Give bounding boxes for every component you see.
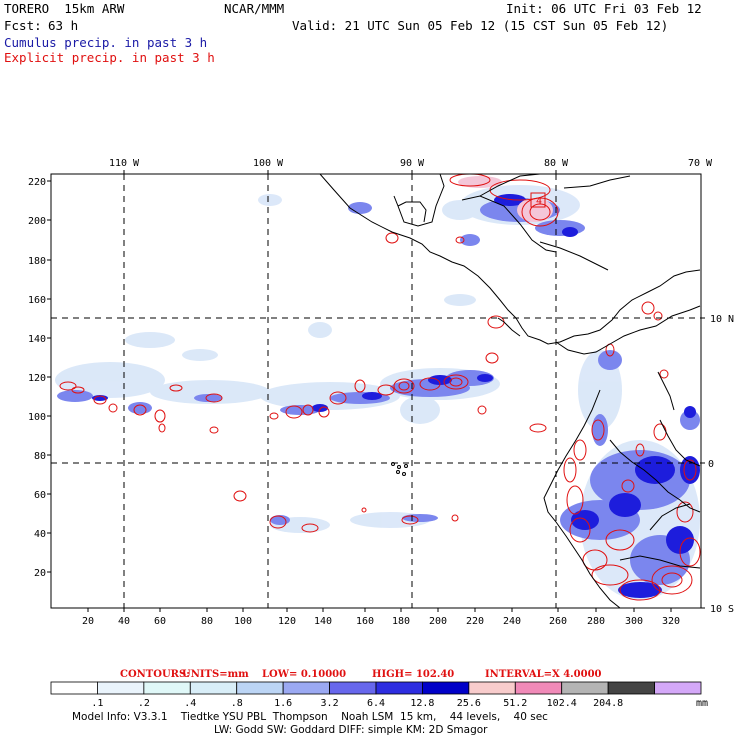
x-tick-label: 60 [154,616,166,627]
x-tick-label: 100 [234,616,252,627]
x-tick-label: 120 [278,616,296,627]
colorbar-label: .4 [184,698,196,709]
colorbar-swatch [143,681,191,695]
contours-label: CONTOURS: [120,669,190,680]
y-tick-label: 140 [28,334,46,345]
x-tick-label: 80 [201,616,213,627]
x-tick-label: 260 [549,616,567,627]
colorbar-label: 102.4 [547,698,577,709]
x-tick-label: 240 [503,616,521,627]
colorbar-swatch [514,681,563,695]
x-tick-label: 200 [429,616,447,627]
colorbar-swatch [468,681,516,695]
lat-lon-gridlines [51,174,701,608]
y-tick-label: 80 [34,451,46,462]
y-tick-label: 20 [34,568,46,579]
map-body: 4 [51,174,701,608]
colorbar-swatch [422,681,470,695]
y-tick-label: 60 [34,490,46,501]
lon-label-110w: 110 W [109,158,140,169]
forecast-label: Fcst: [4,18,42,33]
y-tick-label: 200 [28,216,46,227]
x-index-ticks [87,608,672,612]
coastlines [319,174,701,608]
right-ticks [701,317,705,609]
colorbar [50,681,702,695]
explicit-heavy-field [458,176,553,222]
map-frame [50,173,702,609]
colorbar-swatch [607,681,655,695]
valid-time: Valid: 21 UTC Sun 05 Feb 12 (15 CST Sun … [292,18,669,33]
x-tick-label: 140 [314,616,332,627]
colorbar-swatch [282,681,330,695]
contours-high: HIGH= 102.40 [372,669,454,680]
x-tick-label: 280 [587,616,605,627]
lat-label-10s: 10 S [710,604,734,615]
colorbar-label: .1 [91,698,103,709]
longitude-labels: 110 W 100 W 90 W 80 W 70 W [109,158,713,169]
colorbar-swatch [50,681,98,695]
lon-label-100w: 100 W [253,158,284,169]
colorbar-labels: .1 .2 .4 .8 1.6 3.2 6.4 12.8 25.6 51.2 102.4 204.8 [91,698,623,709]
y-tick-label: 160 [28,295,46,306]
y-index-ticks [47,180,51,573]
colorbar-label: 25.6 [457,698,481,709]
colorbar-swatch [189,681,238,695]
colorbar-label: 12.8 [410,698,434,709]
x-tick-label: 40 [118,616,130,627]
y-tick-label: 120 [28,373,46,384]
contour-label: 4 [536,196,542,207]
colorbar-swatch [375,681,423,695]
lon-label-80w: 80 W [544,158,569,169]
y-tick-label: 100 [28,412,46,423]
init-time: Init: 06 UTC Fri 03 Feb 12 [506,1,702,16]
top-ticks [123,170,557,174]
colorbar-swatch [561,681,609,695]
contours-units: UNITS=mm [182,669,249,680]
model-info: Model Info: V3.3.1 Tiedtke YSU PBL Thomp… [72,711,548,723]
lon-label-70w: 70 W [688,158,713,169]
cumulus-precip-title: Cumulus precip. in past 3 h [4,35,208,50]
x-tick-label: 20 [82,616,94,627]
colorbar-label: .8 [231,698,243,709]
y-tick-label: 220 [28,177,46,188]
colorbar-unit: mm [696,698,708,709]
colorbar-label: 204.8 [593,698,623,709]
model-name: TORERO 15km ARW [4,1,125,16]
colorbar-label: 51.2 [503,698,527,709]
lat-label-0: 0 [708,459,714,470]
contours-low: LOW= 0.10000 [262,669,346,680]
contours-interval: INTERVAL=X 4.0000 [485,669,602,680]
x-tick-label: 300 [625,616,643,627]
y-tick-label: 180 [28,256,46,267]
y-index-labels: 220 200 180 160 140 120 100 80 60 40 20 [28,177,46,579]
forecast-hour: 63 h [48,18,79,33]
explicit-precip-title: Explicit precip. in past 3 h [4,50,215,65]
colorbar-swatch [654,681,702,695]
x-tick-label: 220 [466,616,484,627]
center-name: NCAR/MMM [224,1,285,16]
colorbar-swatch [236,681,284,695]
colorbar-label: 1.6 [274,698,292,709]
colorbar-swatch [97,681,145,695]
x-tick-label: 160 [356,616,374,627]
lat-label-10n: 10 N [710,314,734,325]
colorbar-label: .2 [138,698,150,709]
model-physics: LW: Godd SW: Goddard DIFF: simple KM: 2D… [214,724,488,736]
x-tick-label: 320 [662,616,680,627]
cumulus-heavy-field [92,194,700,598]
x-index-labels: 20 40 60 80 100 120 140 160 180 200 220 … [82,616,680,627]
explicit-contours [59,174,701,601]
lon-label-90w: 90 W [400,158,425,169]
contours-info: CONTOURS: UNITS=mm LOW= 0.10000 HIGH= 10… [120,669,602,680]
colorbar-swatch [329,681,377,695]
colorbar-label: 3.2 [321,698,339,709]
latitude-labels: 10 N 0 10 S [708,314,734,615]
y-tick-label: 40 [34,529,46,540]
colorbar-label: 6.4 [367,698,385,709]
contour-label-box [530,192,546,208]
x-tick-label: 180 [392,616,410,627]
